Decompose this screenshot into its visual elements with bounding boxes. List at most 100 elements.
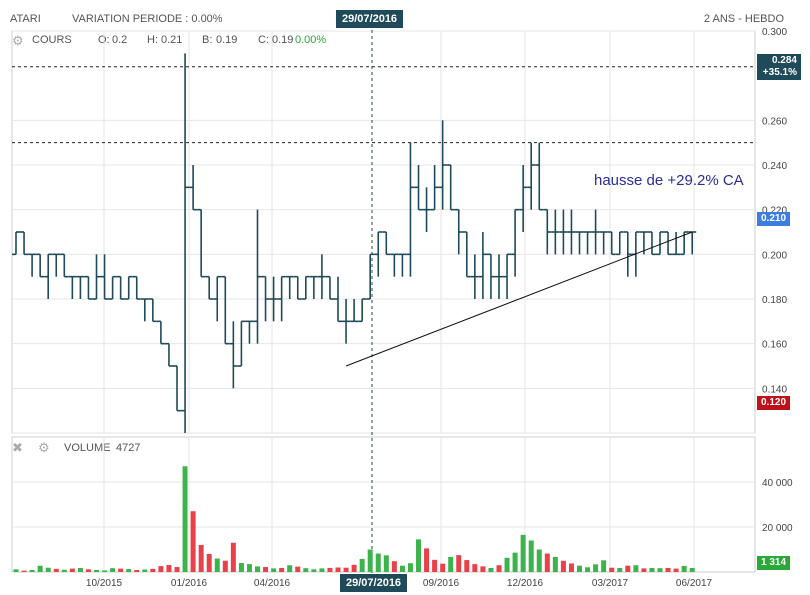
volume-bar [585, 567, 591, 572]
volume-bar [593, 564, 599, 572]
ohlc-bar [503, 253, 512, 299]
trendline-segment [345, 231, 693, 367]
period-label[interactable]: 2 ANS - HEBDO [703, 13, 784, 25]
volume-bar [343, 567, 349, 572]
ohlc-bar [108, 275, 117, 300]
ohlc-bar [52, 253, 61, 277]
ohlc-bar [277, 275, 286, 322]
close-icon[interactable]: ✖ [12, 440, 23, 455]
ohlc-bar [478, 232, 487, 299]
x-tick-label: 03/2017 [592, 578, 629, 589]
volume-bar [601, 560, 607, 572]
ohlc-bar [28, 253, 37, 277]
settings-gear-icon[interactable]: ⚙ [12, 33, 24, 48]
volume-bar [568, 563, 574, 572]
ohlc-bar [656, 231, 664, 256]
ohlc-bar [20, 231, 29, 256]
ohlc-bar [366, 253, 375, 300]
ohlc-bar [140, 298, 149, 322]
x-tick-label: 10/2015 [86, 578, 123, 589]
ohlc-bar [599, 231, 608, 255]
volume-bar [633, 565, 639, 572]
volume-bar [134, 569, 140, 572]
ohlc-bar [92, 254, 101, 300]
volume-bar [319, 568, 325, 572]
x-tick-label: 04/2016 [254, 578, 291, 589]
volume-bar [625, 565, 631, 572]
volume-bar [45, 567, 51, 572]
volume-bar [102, 570, 108, 572]
volume-bar [214, 558, 220, 572]
volume-bar [263, 567, 269, 572]
ohlc-bar [486, 253, 495, 299]
volume-bar [190, 511, 196, 572]
volume-bar [480, 566, 486, 572]
ohlc-bar [543, 208, 552, 255]
volume-bar [150, 568, 156, 572]
volume-bar [472, 564, 478, 572]
ohlc-bar [229, 321, 238, 389]
settings-gear-icon[interactable]: ⚙ [38, 440, 50, 455]
ohlc-bar [269, 276, 278, 322]
ohlc-bar [237, 320, 246, 367]
low-price-badge: 0.120 [757, 396, 791, 410]
ohlc-bar [189, 165, 198, 211]
volume-bar [142, 569, 148, 572]
ohlc-bar [438, 120, 447, 210]
price-tick-label: 0.160 [762, 340, 787, 351]
ohlc-bar [164, 342, 173, 367]
volume-bar [456, 555, 462, 572]
volume-bar [649, 567, 655, 572]
top-bar: ATARI VARIATION PERIODE : 0.00% 2 ANS - … [0, 0, 810, 34]
ohlc-bar [358, 298, 367, 323]
ohlc-bar [245, 320, 254, 344]
volume-bar [552, 556, 558, 572]
volume-bar [238, 563, 244, 572]
ohlc-bar [374, 231, 383, 277]
ohlc-bar [527, 142, 536, 210]
volume-bar [528, 540, 534, 572]
ohlc-bar [607, 231, 616, 256]
current-price-badge: 0.210 [757, 212, 791, 226]
volume-bar [13, 569, 19, 572]
ohlc-bar [664, 231, 673, 256]
x-tick-label: 01/2016 [171, 578, 208, 589]
volume-bar [246, 564, 252, 572]
volume-value: 4727 [116, 442, 141, 454]
volume-bar [118, 568, 124, 572]
price-tick-label: 0.300 [762, 27, 787, 38]
ohlc-bar [44, 253, 53, 299]
grid-lines [11, 30, 756, 573]
ohlc-bar [36, 253, 45, 278]
volume-bar [367, 549, 373, 572]
ohlc-bar [519, 165, 528, 232]
ohlc-bar [672, 232, 681, 256]
ohlc-bar [454, 208, 463, 255]
ohlc-bar [382, 231, 391, 256]
volume-bar [375, 553, 381, 572]
volume-bar [327, 567, 333, 572]
ohlc-bar [124, 275, 133, 300]
ohlc-bar [181, 53, 190, 433]
volume-bar [61, 569, 67, 572]
volume-tick-label: 40 000 [762, 478, 793, 489]
ohlc-bar [84, 275, 93, 300]
ohlc-series [12, 53, 697, 433]
ohlc-bar [285, 275, 294, 299]
price-tick-label: 0.260 [762, 116, 787, 127]
ticker-label: ATARI [10, 13, 41, 25]
volume-bar [53, 568, 59, 572]
volume-bar [520, 534, 526, 572]
x-tick-label: 09/2016 [423, 578, 460, 589]
volume-bar [303, 568, 309, 572]
volume-bar [198, 545, 204, 572]
x-tick-label: 06/2017 [676, 578, 713, 589]
ohlc-bar [342, 299, 351, 344]
volume-bar [311, 569, 317, 572]
close-label: C: [258, 34, 269, 46]
volume-bar [504, 557, 510, 572]
volume-bar [182, 466, 188, 572]
ohlc-bar [559, 209, 568, 255]
volume-bar [166, 565, 172, 572]
